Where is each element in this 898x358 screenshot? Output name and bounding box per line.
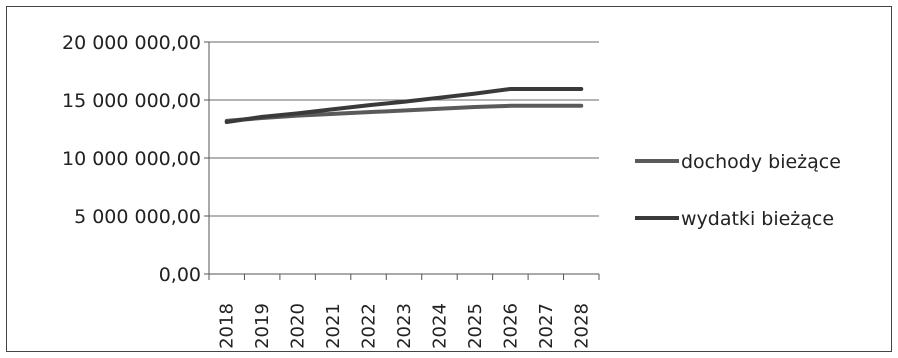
legend-label: dochody bieżące	[681, 151, 841, 173]
x-tick-label: 2018	[217, 303, 238, 349]
y-tick-label: 0,00	[159, 264, 201, 286]
x-tick-label: 2026	[500, 303, 521, 349]
x-tick-label: 2021	[323, 303, 344, 349]
x-tick-label: 2019	[252, 303, 273, 349]
series-lines	[224, 86, 584, 125]
y-tick-label: 20 000 000,00	[62, 32, 201, 54]
axes	[204, 41, 600, 280]
legend-label: wydatki bieżące	[681, 208, 834, 230]
series-line-2	[224, 86, 584, 125]
x-axis-tick-labels: 2018 2019 2020 2021 2022 2023 2024 2025 2026 2027…	[217, 303, 593, 349]
y-tick-label: 5 000 000,00	[74, 206, 201, 228]
line-chart: 0,00 5 000 000,00 10 000 000,00 15 000 000,…	[62, 32, 841, 349]
chart-area: 0,00 5 000 000,00 10 000 000,00 15 000 000,…	[6, 6, 892, 352]
y-axis-tick-labels: 0,00 5 000 000,00 10 000 000,00 15 000 000,…	[62, 32, 201, 286]
x-tick-label: 2025	[465, 303, 486, 349]
x-tick-label: 2022	[359, 303, 380, 349]
x-tick-label: 2024	[429, 303, 450, 349]
x-tick-label: 2023	[394, 303, 415, 349]
x-tick-label: 2027	[536, 303, 557, 349]
x-tick-label: 2028	[571, 303, 592, 349]
y-tick-label: 10 000 000,00	[62, 148, 201, 170]
y-tick-label: 15 000 000,00	[62, 90, 201, 112]
x-tick-label: 2020	[288, 303, 309, 349]
legend: dochody bieżące wydatki bieżące	[635, 151, 841, 230]
gridlines	[209, 41, 599, 217]
